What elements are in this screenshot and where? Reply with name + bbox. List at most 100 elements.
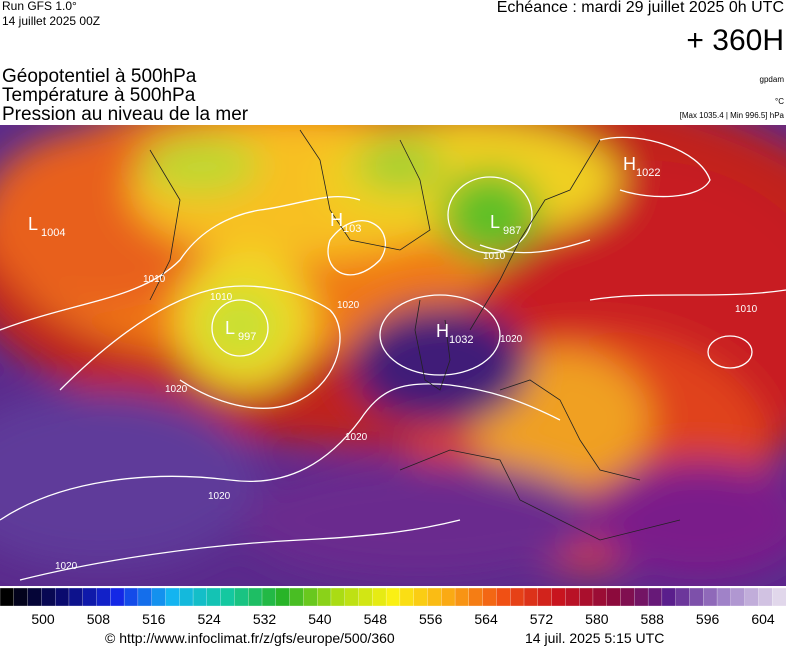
colorbar-label: 532 xyxy=(253,611,277,627)
colorbar-swatch xyxy=(165,587,180,607)
colorbar-swatch xyxy=(703,587,718,607)
footer-time: 14 juil. 2025 5:15 UTC xyxy=(525,630,664,646)
colorbar-swatch xyxy=(523,587,539,607)
isobar-labels: 1010 1010 1020 1020 1020 1020 1020 1010 1020 1010 xyxy=(55,251,758,572)
coastlines xyxy=(149,129,681,541)
isobar-label: 1020 xyxy=(337,300,360,311)
system-pressure: 1022 xyxy=(636,167,660,179)
colorbar-swatch xyxy=(565,587,580,607)
colorbar-swatch xyxy=(399,587,415,607)
isobar-label: 1020 xyxy=(500,334,523,345)
colorbar-swatch xyxy=(675,587,691,607)
system-pressure: 103 xyxy=(343,223,361,235)
echeance: Echéance : mardi 29 juillet 2025 0h UTC xyxy=(497,0,784,16)
colorbar-swatch xyxy=(261,587,277,607)
colorbar-swatch xyxy=(427,587,442,607)
colorbar-swatch xyxy=(55,587,70,607)
run-date: 14 juillet 2025 00Z xyxy=(2,14,100,28)
colorbar-swatch xyxy=(41,587,56,607)
colorbar-label: 500 xyxy=(31,611,55,627)
colorbar-label: 508 xyxy=(87,611,111,627)
isobar-label: 1010 xyxy=(483,251,506,262)
colorbar-swatch xyxy=(220,587,236,607)
footer-url: © http://www.infoclimat.fr/z/gfs/europe/… xyxy=(105,630,395,646)
system-letter: L xyxy=(28,214,38,234)
isobars xyxy=(0,136,786,581)
colorbar-swatch xyxy=(634,587,649,607)
system-letter: L xyxy=(490,212,500,232)
colorbar-label: 556 xyxy=(419,611,443,627)
colorbar-swatch xyxy=(730,587,746,607)
colorbar-swatch xyxy=(151,587,167,607)
colorbar-swatch xyxy=(744,587,760,607)
colorbar-label: 580 xyxy=(585,611,609,627)
isobar-label: 1010 xyxy=(210,292,233,303)
colorbar-label: 596 xyxy=(696,611,720,627)
colorbar-swatch xyxy=(579,587,594,607)
colorbar-swatch xyxy=(496,587,511,607)
colorbar-swatch xyxy=(68,587,84,607)
colorbar-swatch xyxy=(344,587,360,607)
system-pressure: 997 xyxy=(238,331,256,343)
colorbar-swatch xyxy=(206,587,222,607)
colorbar-swatch xyxy=(248,587,263,607)
system-letter: L xyxy=(225,318,235,338)
colorbar-swatch xyxy=(454,587,470,607)
colorbar-swatch xyxy=(0,587,15,607)
colorbar-label: 548 xyxy=(364,611,388,627)
colorbar-label: 516 xyxy=(142,611,166,627)
colorbar-swatch xyxy=(758,587,773,607)
system-pressure: 1032 xyxy=(449,334,473,346)
colorbar-swatch xyxy=(13,587,29,607)
colorbar-swatch xyxy=(137,587,153,607)
title: Pression au niveau de la mer xyxy=(2,104,249,125)
isobar-label: 1020 xyxy=(345,432,368,443)
colorbar-swatch xyxy=(234,587,249,607)
colorbar-label: 572 xyxy=(530,611,554,627)
colorbar-swatch xyxy=(275,587,291,607)
isobar-label: 1010 xyxy=(143,274,166,285)
colorbar-swatch xyxy=(661,587,677,607)
colorbar-swatch xyxy=(27,587,43,607)
pressure-range: [Max 1035.4 | Min 996.5] hPa xyxy=(680,111,785,120)
colorbar-label: 588 xyxy=(641,611,665,627)
unit-gpdam: gpdam xyxy=(760,75,785,84)
colorbar-swatch xyxy=(330,587,346,607)
colorbar-swatch xyxy=(123,587,139,607)
colorbar-swatch xyxy=(510,587,525,607)
colorbar-swatch xyxy=(372,587,387,607)
colorbar-swatch xyxy=(358,587,373,607)
isobar-label: 1020 xyxy=(208,491,231,502)
colorbar-swatch xyxy=(179,587,194,607)
system-pressure: 987 xyxy=(503,225,521,237)
title: Température à 500hPa xyxy=(2,85,196,106)
colorbar-swatch xyxy=(413,587,429,607)
colorbar-swatch xyxy=(192,587,208,607)
colorbar-swatch xyxy=(689,587,704,607)
colorbar-swatch xyxy=(537,587,553,607)
colorbar-swatch xyxy=(482,587,498,607)
unit-celsius: °C xyxy=(775,97,784,106)
map-field xyxy=(0,125,786,586)
isobar-label: 1020 xyxy=(165,384,188,395)
system-pressure: 1004 xyxy=(41,227,65,239)
colorbar-swatch xyxy=(385,587,401,607)
system-letter: H xyxy=(436,321,449,341)
colorbar-swatch xyxy=(289,587,305,607)
system-letter: H xyxy=(330,210,343,230)
isobar-label: 1020 xyxy=(55,561,78,572)
colorbar-swatch xyxy=(772,587,786,607)
colorbar-swatch xyxy=(96,587,111,607)
colorbar-label: 564 xyxy=(474,611,498,627)
colorbar-swatch xyxy=(647,587,663,607)
colorbar-swatch xyxy=(716,587,732,607)
colorbar: 500 508 516 524 532 540 548 556 564 572 580 588 596 6… xyxy=(0,587,786,627)
colorbar-swatch xyxy=(82,587,98,607)
title: Géopotentiel à 500hPa xyxy=(2,66,197,87)
colorbar-swatch xyxy=(468,587,484,607)
colorbar-swatch xyxy=(551,587,567,607)
colorbar-swatch xyxy=(317,587,332,607)
colorbar-swatch xyxy=(110,587,125,607)
